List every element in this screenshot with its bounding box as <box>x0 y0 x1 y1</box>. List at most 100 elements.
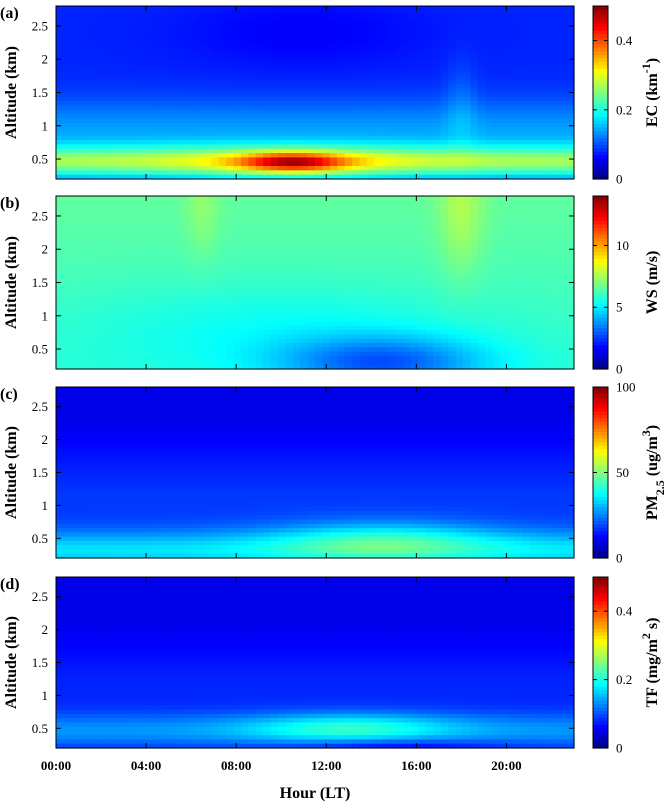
heatmap-cell <box>359 127 368 133</box>
heatmap-cell <box>70 166 79 171</box>
heatmap-cell <box>448 114 457 120</box>
heatmap-cell <box>411 14 420 20</box>
heatmap-cell <box>218 265 227 271</box>
heatmap-cell <box>107 10 116 16</box>
heatmap-cell <box>159 10 168 16</box>
heatmap-cell <box>263 157 272 163</box>
heatmap-cell <box>122 44 131 50</box>
heatmap-cell <box>218 144 227 150</box>
heatmap-cell <box>285 36 294 42</box>
heatmap-cell <box>559 148 568 154</box>
heatmap-cell <box>130 83 138 89</box>
heatmap-cell <box>477 131 486 137</box>
heatmap-cell <box>470 57 479 63</box>
heatmap-cell <box>292 304 301 310</box>
heatmap-cell <box>255 101 264 107</box>
heatmap-cell <box>56 36 64 42</box>
heatmap-cell <box>152 243 161 249</box>
heatmap-cell <box>152 79 161 85</box>
heatmap-cell <box>322 161 331 167</box>
heatmap-cell <box>144 204 153 210</box>
heatmap-cell <box>130 338 138 344</box>
heatmap-cell <box>144 317 153 323</box>
heatmap-cell <box>477 157 486 163</box>
heatmap-cell <box>344 109 353 115</box>
heatmap-cell <box>322 131 331 137</box>
heatmap-cell <box>270 127 279 133</box>
heatmap-cell <box>174 282 183 288</box>
heatmap-cell <box>389 213 397 219</box>
heatmap-cell <box>159 364 168 370</box>
heatmap-cell <box>307 196 316 201</box>
heatmap-cell <box>426 299 434 305</box>
heatmap-cell <box>426 36 434 42</box>
heatmap-cell <box>507 92 516 98</box>
heatmap-cell <box>389 265 397 271</box>
heatmap-cell <box>374 105 383 111</box>
heatmap-cell <box>396 127 405 133</box>
heatmap-cell <box>107 70 116 76</box>
heatmap-cell <box>344 75 353 81</box>
heatmap-cell <box>322 286 331 292</box>
heatmap-cell <box>211 291 220 297</box>
heatmap-cell <box>344 166 353 171</box>
heatmap-cell <box>337 265 346 271</box>
heatmap-cell <box>329 53 338 59</box>
heatmap-cell <box>566 49 575 55</box>
heatmap-cell <box>396 364 405 370</box>
heatmap-cell <box>440 153 449 158</box>
heatmap-cell <box>70 75 79 81</box>
heatmap-cell <box>514 114 523 120</box>
heatmap-cell <box>241 79 249 85</box>
heatmap-cell <box>78 83 87 89</box>
heatmap-cell <box>403 23 412 29</box>
heatmap-cell <box>78 174 87 180</box>
heatmap-cell <box>196 6 205 11</box>
heatmap-cell <box>100 230 109 236</box>
heatmap-cell <box>152 239 161 245</box>
heatmap-cell <box>485 40 494 46</box>
heatmap-cell <box>492 170 501 176</box>
heatmap-cell <box>396 321 405 327</box>
heatmap-cell <box>270 118 279 124</box>
heatmap-cell <box>344 114 353 120</box>
heatmap-cell <box>93 256 101 262</box>
heatmap-cell <box>381 101 390 107</box>
heatmap-cell <box>233 10 242 16</box>
heatmap-cell <box>403 360 412 366</box>
heatmap-cell <box>381 260 390 266</box>
heatmap-cell <box>204 308 212 314</box>
heatmap-cell <box>130 221 138 227</box>
heatmap-cell <box>263 226 272 232</box>
heatmap-cell <box>359 364 368 370</box>
heatmap-cell <box>477 27 486 33</box>
heatmap-cell <box>63 221 72 227</box>
heatmap-cell <box>463 83 471 89</box>
heatmap-cell <box>366 360 375 366</box>
heatmap-cell <box>255 273 264 279</box>
heatmap-cell <box>226 83 235 89</box>
heatmap-cell <box>292 62 301 68</box>
heatmap-cell <box>292 23 301 29</box>
heatmap-cell <box>107 109 116 115</box>
heatmap-cell <box>56 338 64 344</box>
heatmap-cell <box>122 23 131 29</box>
heatmap-cell <box>440 10 449 16</box>
heatmap-cell <box>522 6 531 11</box>
heatmap-cell <box>344 79 353 85</box>
heatmap-cell <box>211 334 220 340</box>
heatmap-cell <box>174 239 183 245</box>
heatmap-cell <box>56 49 64 55</box>
heatmap-cell <box>278 10 286 16</box>
heatmap-cell <box>218 234 227 240</box>
colorbar-label: EC (km-1) <box>639 58 661 127</box>
heatmap-cell <box>93 75 101 81</box>
heatmap-cell <box>337 10 346 16</box>
heatmap-cell <box>241 230 249 236</box>
heatmap-cell <box>344 304 353 310</box>
heatmap-cell <box>396 66 405 72</box>
heatmap-cell <box>122 282 131 288</box>
heatmap-cell <box>359 308 368 314</box>
heatmap-cell <box>389 170 397 176</box>
heatmap-cell <box>78 157 87 163</box>
